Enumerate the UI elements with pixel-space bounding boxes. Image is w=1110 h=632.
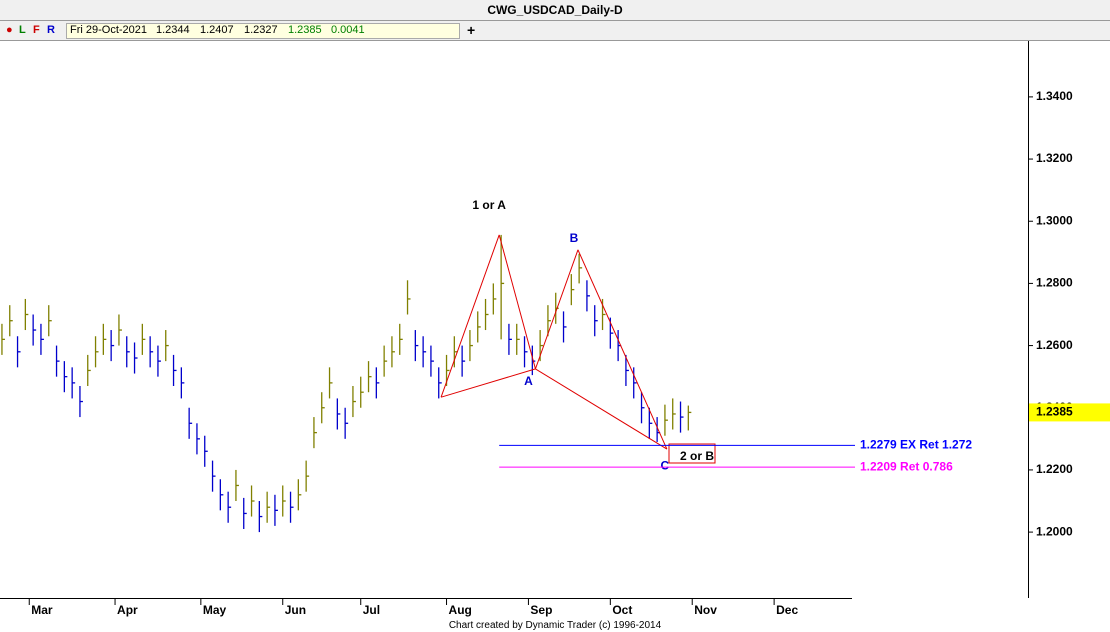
y-tick-label: 1.3400 — [1036, 89, 1073, 103]
x-tick-label: Mar — [31, 603, 53, 617]
chart: 1.20001.22001.24001.26001.28001.30001.32… — [0, 41, 1110, 619]
bar-low: 1.2327 — [244, 24, 278, 36]
x-tick-label: Oct — [612, 603, 632, 617]
level-label: 1.2279 EX Ret 1.272 — [860, 438, 972, 452]
footer: Chart created by Dynamic Trader (c) 1996… — [448, 620, 662, 631]
toolbar-button[interactable]: L — [19, 24, 26, 36]
last-price-label: 1.2385 — [1036, 405, 1073, 419]
bar-open: 1.2344 — [156, 24, 190, 36]
x-tick-label: Aug — [449, 603, 472, 617]
bar-high: 1.2407 — [200, 24, 234, 36]
y-tick-label: 1.2800 — [1036, 276, 1073, 290]
y-tick-label: 1.2000 — [1036, 524, 1073, 538]
y-tick-label: 1.3200 — [1036, 151, 1073, 165]
x-tick-label: Sep — [530, 603, 552, 617]
level-label: 1.2209 Ret 0.786 — [860, 459, 953, 473]
status-dot: ● — [6, 24, 13, 36]
pattern-line — [440, 234, 500, 398]
target-label: 2 or B — [680, 449, 714, 463]
pattern-line — [534, 249, 579, 370]
toolbar-button[interactable]: F — [33, 24, 40, 36]
add-button[interactable]: + — [467, 22, 476, 38]
y-tick-label: 1.2200 — [1036, 462, 1073, 476]
bar-close: 1.2385 — [288, 24, 322, 36]
pattern-label: C — [661, 458, 670, 472]
pattern-label: B — [570, 231, 579, 245]
pattern-line — [535, 368, 668, 450]
toolbar: ● L F R Fri 29-Oct-2021 1.2344 1.2407 1.… — [0, 21, 1110, 41]
x-tick-label: Dec — [776, 603, 798, 617]
y-tick-label: 1.2600 — [1036, 338, 1073, 352]
bar-change: 0.0041 — [331, 24, 365, 36]
last-price-box — [1029, 403, 1110, 422]
pattern-line — [498, 234, 536, 370]
x-tick-label: Jun — [285, 603, 306, 617]
window-title: CWG_USDCAD_Daily-D — [0, 0, 1110, 21]
info-box — [66, 23, 460, 39]
pattern-line — [440, 368, 536, 398]
x-tick-label: Nov — [694, 603, 717, 617]
pattern-line — [577, 249, 668, 450]
bar-date: Fri 29-Oct-2021 — [70, 24, 148, 36]
toolbar-button[interactable]: R — [47, 24, 55, 36]
chart-background — [0, 41, 1110, 619]
pattern-label: 1 or A — [472, 198, 506, 212]
target-box — [668, 443, 716, 464]
x-tick-label: Jul — [363, 603, 380, 617]
pattern-label: A — [524, 374, 533, 388]
x-tick-label: May — [203, 603, 227, 617]
y-tick-label: 1.3000 — [1036, 213, 1073, 227]
x-tick-label: Apr — [117, 603, 138, 617]
